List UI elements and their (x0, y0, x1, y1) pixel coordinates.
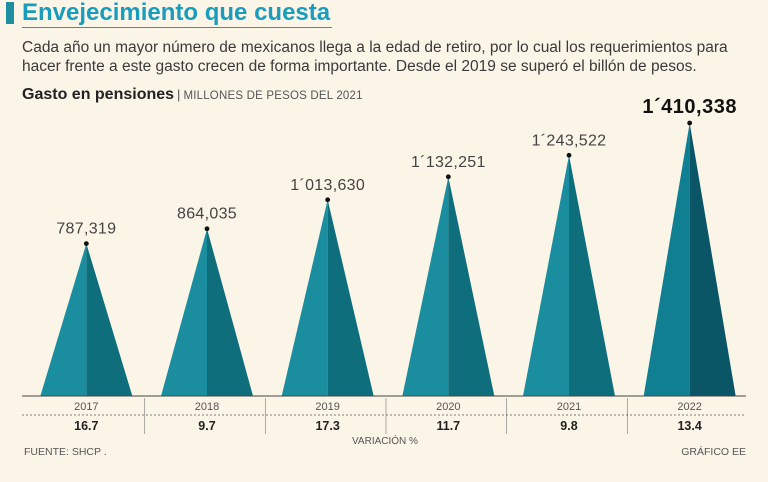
x-tick-label: 2017 (74, 401, 98, 413)
bar-left-face (402, 176, 449, 396)
source-note: FUENTE: SHCP . (24, 446, 107, 458)
bar-left-face (40, 243, 87, 396)
variation-label: VARIACIÓN % (352, 436, 418, 447)
bar-peak-dot (325, 197, 331, 203)
data-label: 1´410,338 (642, 96, 737, 118)
data-label: 1´243,522 (532, 132, 607, 149)
graphic-credit: GRÁFICO EE (681, 446, 746, 458)
bar-right-face (569, 155, 615, 396)
data-label: 787,319 (56, 221, 116, 238)
x-tick-label: 2019 (315, 401, 339, 413)
bar-peak-dot (204, 226, 210, 232)
data-label: 1´132,251 (411, 154, 486, 171)
bar-left-face (523, 155, 569, 396)
variation-value: 17.3 (315, 419, 339, 433)
variation-value: 16.7 (74, 419, 98, 433)
x-tick-label: 2021 (557, 401, 581, 413)
chart-header: Gasto en pensiones | MILLONES DE PESOS DEL… (22, 86, 363, 104)
chart-unit-label: MILLONES DE PESOS DEL 2021 (183, 90, 363, 102)
bar-left-face (161, 228, 207, 396)
title-accent-bar (6, 2, 14, 24)
bar-peak-dot (687, 120, 693, 126)
bar-left-face (643, 123, 690, 396)
bar-peak-dot (83, 241, 89, 246)
page-subtitle: Cada año un mayor número de mexicanos ll… (22, 39, 728, 75)
title-underline (22, 27, 332, 28)
chart-title: Gasto en pensiones (22, 86, 175, 103)
x-tick-label: 2022 (677, 401, 701, 413)
variation-value: 9.8 (560, 419, 577, 433)
data-label: 1´013,630 (290, 177, 365, 194)
data-label: 864,035 (177, 206, 237, 223)
variation-value: 11.7 (437, 419, 461, 433)
bar-peak-dot (445, 174, 451, 180)
bar-right-face (448, 176, 495, 396)
bar-left-face (281, 199, 328, 396)
bar-right-face (207, 228, 253, 396)
bar-right-face (86, 243, 133, 396)
page-title: Envejecimiento que cuesta (22, 0, 331, 26)
variation-value: 13.4 (677, 419, 701, 433)
bar-right-face (689, 123, 736, 396)
bar-right-face (327, 199, 374, 396)
x-tick-label: 2018 (195, 401, 219, 413)
x-tick-label: 2020 (436, 401, 460, 413)
variation-value: 9.7 (198, 419, 215, 433)
bar-peak-dot (566, 152, 572, 158)
chart-title-separator: | (177, 87, 181, 102)
